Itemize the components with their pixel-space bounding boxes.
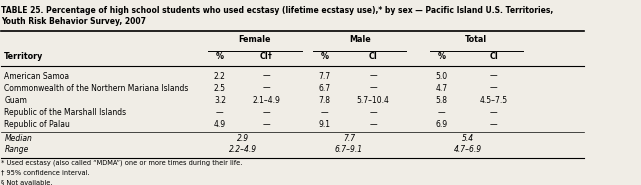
Text: Female: Female bbox=[238, 35, 271, 44]
Text: 6.7: 6.7 bbox=[319, 84, 331, 92]
Text: 5.4: 5.4 bbox=[462, 134, 474, 143]
Text: 5.0: 5.0 bbox=[435, 72, 447, 80]
Text: Median: Median bbox=[4, 134, 32, 143]
Text: 7.7: 7.7 bbox=[343, 134, 355, 143]
Text: 5.8: 5.8 bbox=[435, 96, 447, 105]
Text: %: % bbox=[437, 52, 445, 61]
Text: TABLE 25. Percentage of high school students who used ecstasy (lifetime ecstasy : TABLE 25. Percentage of high school stud… bbox=[1, 6, 554, 26]
Text: 2.1–4.9: 2.1–4.9 bbox=[253, 96, 281, 105]
Text: 5.7–10.4: 5.7–10.4 bbox=[357, 96, 390, 105]
Text: 6.9: 6.9 bbox=[435, 120, 447, 129]
Text: —: — bbox=[263, 120, 271, 129]
Text: 3.2: 3.2 bbox=[214, 96, 226, 105]
Text: Republic of the Marshall Islands: Republic of the Marshall Islands bbox=[4, 108, 126, 117]
Text: 4.7–6.9: 4.7–6.9 bbox=[454, 145, 481, 154]
Text: Guam: Guam bbox=[4, 96, 27, 105]
Text: —: — bbox=[321, 108, 329, 117]
Text: %: % bbox=[216, 52, 224, 61]
Text: 4.9: 4.9 bbox=[214, 120, 226, 129]
Text: Male: Male bbox=[349, 35, 370, 44]
Text: —: — bbox=[438, 108, 445, 117]
Text: 2.5: 2.5 bbox=[214, 84, 226, 92]
Text: —: — bbox=[490, 84, 497, 92]
Text: 2.9: 2.9 bbox=[237, 134, 249, 143]
Text: 2.2: 2.2 bbox=[214, 72, 226, 80]
Text: 6.7–9.1: 6.7–9.1 bbox=[335, 145, 363, 154]
Text: Total: Total bbox=[465, 35, 487, 44]
Text: 7.8: 7.8 bbox=[319, 96, 331, 105]
Text: 2.2–4.9: 2.2–4.9 bbox=[229, 145, 257, 154]
Text: American Samoa: American Samoa bbox=[4, 72, 69, 80]
Text: —: — bbox=[369, 120, 377, 129]
Text: * Used ecstasy (also called “MDMA”) one or more times during their life.: * Used ecstasy (also called “MDMA”) one … bbox=[1, 159, 243, 166]
Text: %: % bbox=[320, 52, 329, 61]
Text: 4.5–7.5: 4.5–7.5 bbox=[479, 96, 508, 105]
Text: Range: Range bbox=[4, 145, 29, 154]
Text: —: — bbox=[369, 108, 377, 117]
Text: —: — bbox=[490, 72, 497, 80]
Text: CI: CI bbox=[369, 52, 378, 61]
Text: —: — bbox=[490, 120, 497, 129]
Text: CI: CI bbox=[489, 52, 498, 61]
Text: Republic of Palau: Republic of Palau bbox=[4, 120, 70, 129]
Text: † 95% confidence interval.: † 95% confidence interval. bbox=[1, 170, 90, 176]
Text: —: — bbox=[369, 72, 377, 80]
Text: —: — bbox=[490, 108, 497, 117]
Text: Territory: Territory bbox=[4, 52, 44, 61]
Text: 7.7: 7.7 bbox=[319, 72, 331, 80]
Text: —: — bbox=[263, 84, 271, 92]
Text: —: — bbox=[263, 108, 271, 117]
Text: 4.7: 4.7 bbox=[435, 84, 447, 92]
Text: § Not available.: § Not available. bbox=[1, 180, 53, 185]
Text: CI†: CI† bbox=[260, 52, 273, 61]
Text: —: — bbox=[216, 108, 224, 117]
Text: —: — bbox=[369, 84, 377, 92]
Text: Commonwealth of the Northern Mariana Islands: Commonwealth of the Northern Mariana Isl… bbox=[4, 84, 188, 92]
Text: 9.1: 9.1 bbox=[319, 120, 331, 129]
Text: —: — bbox=[263, 72, 271, 80]
